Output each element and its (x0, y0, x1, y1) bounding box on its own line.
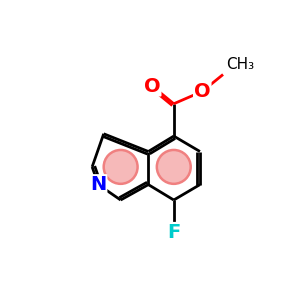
Text: O: O (144, 76, 160, 95)
Circle shape (157, 150, 191, 184)
Text: F: F (167, 223, 180, 242)
Text: N: N (90, 175, 106, 194)
Circle shape (104, 150, 138, 184)
Text: CH₃: CH₃ (226, 57, 254, 72)
Text: O: O (194, 82, 211, 101)
